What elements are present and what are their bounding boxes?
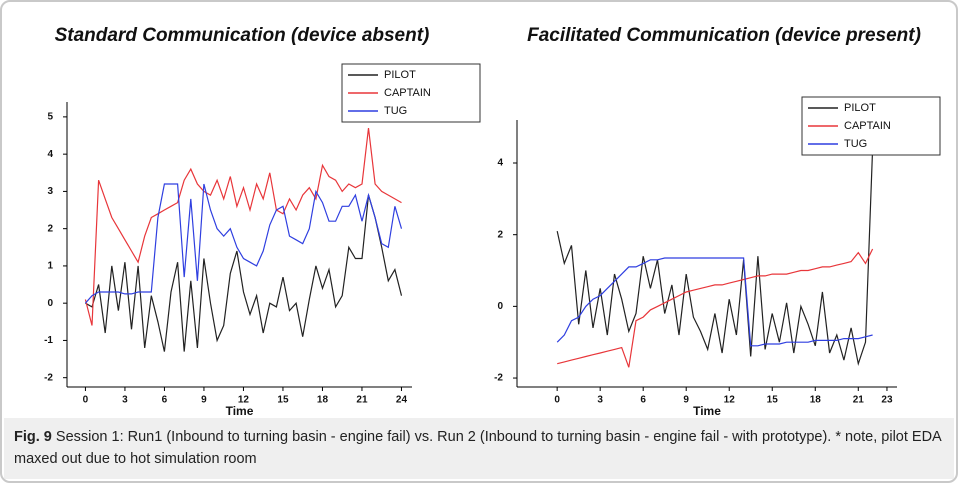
y-tick-label: 3: [47, 186, 53, 197]
y-tick-label: 4: [47, 149, 53, 160]
y-tick-label: -2: [44, 372, 53, 383]
series-line: [84, 128, 402, 326]
x-tick-label: 3: [597, 395, 603, 406]
x-tick-label: 23: [881, 395, 893, 406]
x-axis-label: Time: [693, 404, 721, 416]
x-tick-label: 21: [853, 395, 865, 406]
y-tick-label: 4: [497, 158, 503, 169]
y-tick-label: 0: [497, 301, 503, 312]
x-tick-label: 18: [317, 395, 329, 406]
caption-text: Session 1: Run1 (Inbound to turning basi…: [14, 429, 941, 467]
series-line: [556, 257, 873, 347]
series-line: [556, 148, 874, 367]
x-tick-label: 12: [724, 395, 736, 406]
chart: Standard Communication (device absent) -2…: [44, 25, 941, 418]
chart-title: Facilitated Communication (device presen…: [527, 25, 921, 46]
series-line: [85, 194, 403, 352]
x-tick-label: 15: [277, 395, 289, 406]
x-axis-label: Time: [226, 404, 254, 416]
legend-label: PILOT: [384, 69, 416, 81]
y-tick-label: 5: [47, 112, 53, 123]
x-tick-label: 18: [810, 395, 822, 406]
x-tick-label: 6: [640, 395, 646, 406]
legend-label: PILOT: [844, 102, 876, 114]
x-tick-label: 3: [122, 395, 128, 406]
series-line: [84, 183, 403, 304]
legend-label: TUG: [384, 105, 407, 117]
x-tick-label: 0: [83, 395, 89, 406]
y-tick-label: -2: [494, 373, 503, 384]
legend-label: TUG: [844, 138, 867, 150]
chart-title: Standard Communication (device absent): [55, 25, 430, 46]
legend-label: CAPTAIN: [844, 120, 891, 132]
x-tick-label: 15: [767, 395, 779, 406]
y-tick-label: 1: [47, 261, 53, 272]
y-tick-label: 2: [47, 223, 53, 234]
x-tick-label: 24: [396, 395, 408, 406]
x-tick-label: 9: [201, 395, 207, 406]
x-tick-label: 6: [162, 395, 168, 406]
x-tick-label: 0: [554, 395, 560, 406]
y-tick-label: 2: [497, 229, 503, 240]
x-tick-label: 9: [683, 395, 689, 406]
legend-label: CAPTAIN: [384, 87, 431, 99]
y-tick-label: 0: [47, 298, 53, 309]
x-tick-label: 12: [238, 395, 250, 406]
x-tick-label: 21: [356, 395, 368, 406]
caption-label: Fig. 9: [14, 429, 52, 445]
series-line: [557, 248, 874, 368]
y-tick-label: -1: [44, 335, 53, 346]
caption: Fig. 9 Session 1: Run1 (Inbound to turni…: [4, 418, 954, 479]
